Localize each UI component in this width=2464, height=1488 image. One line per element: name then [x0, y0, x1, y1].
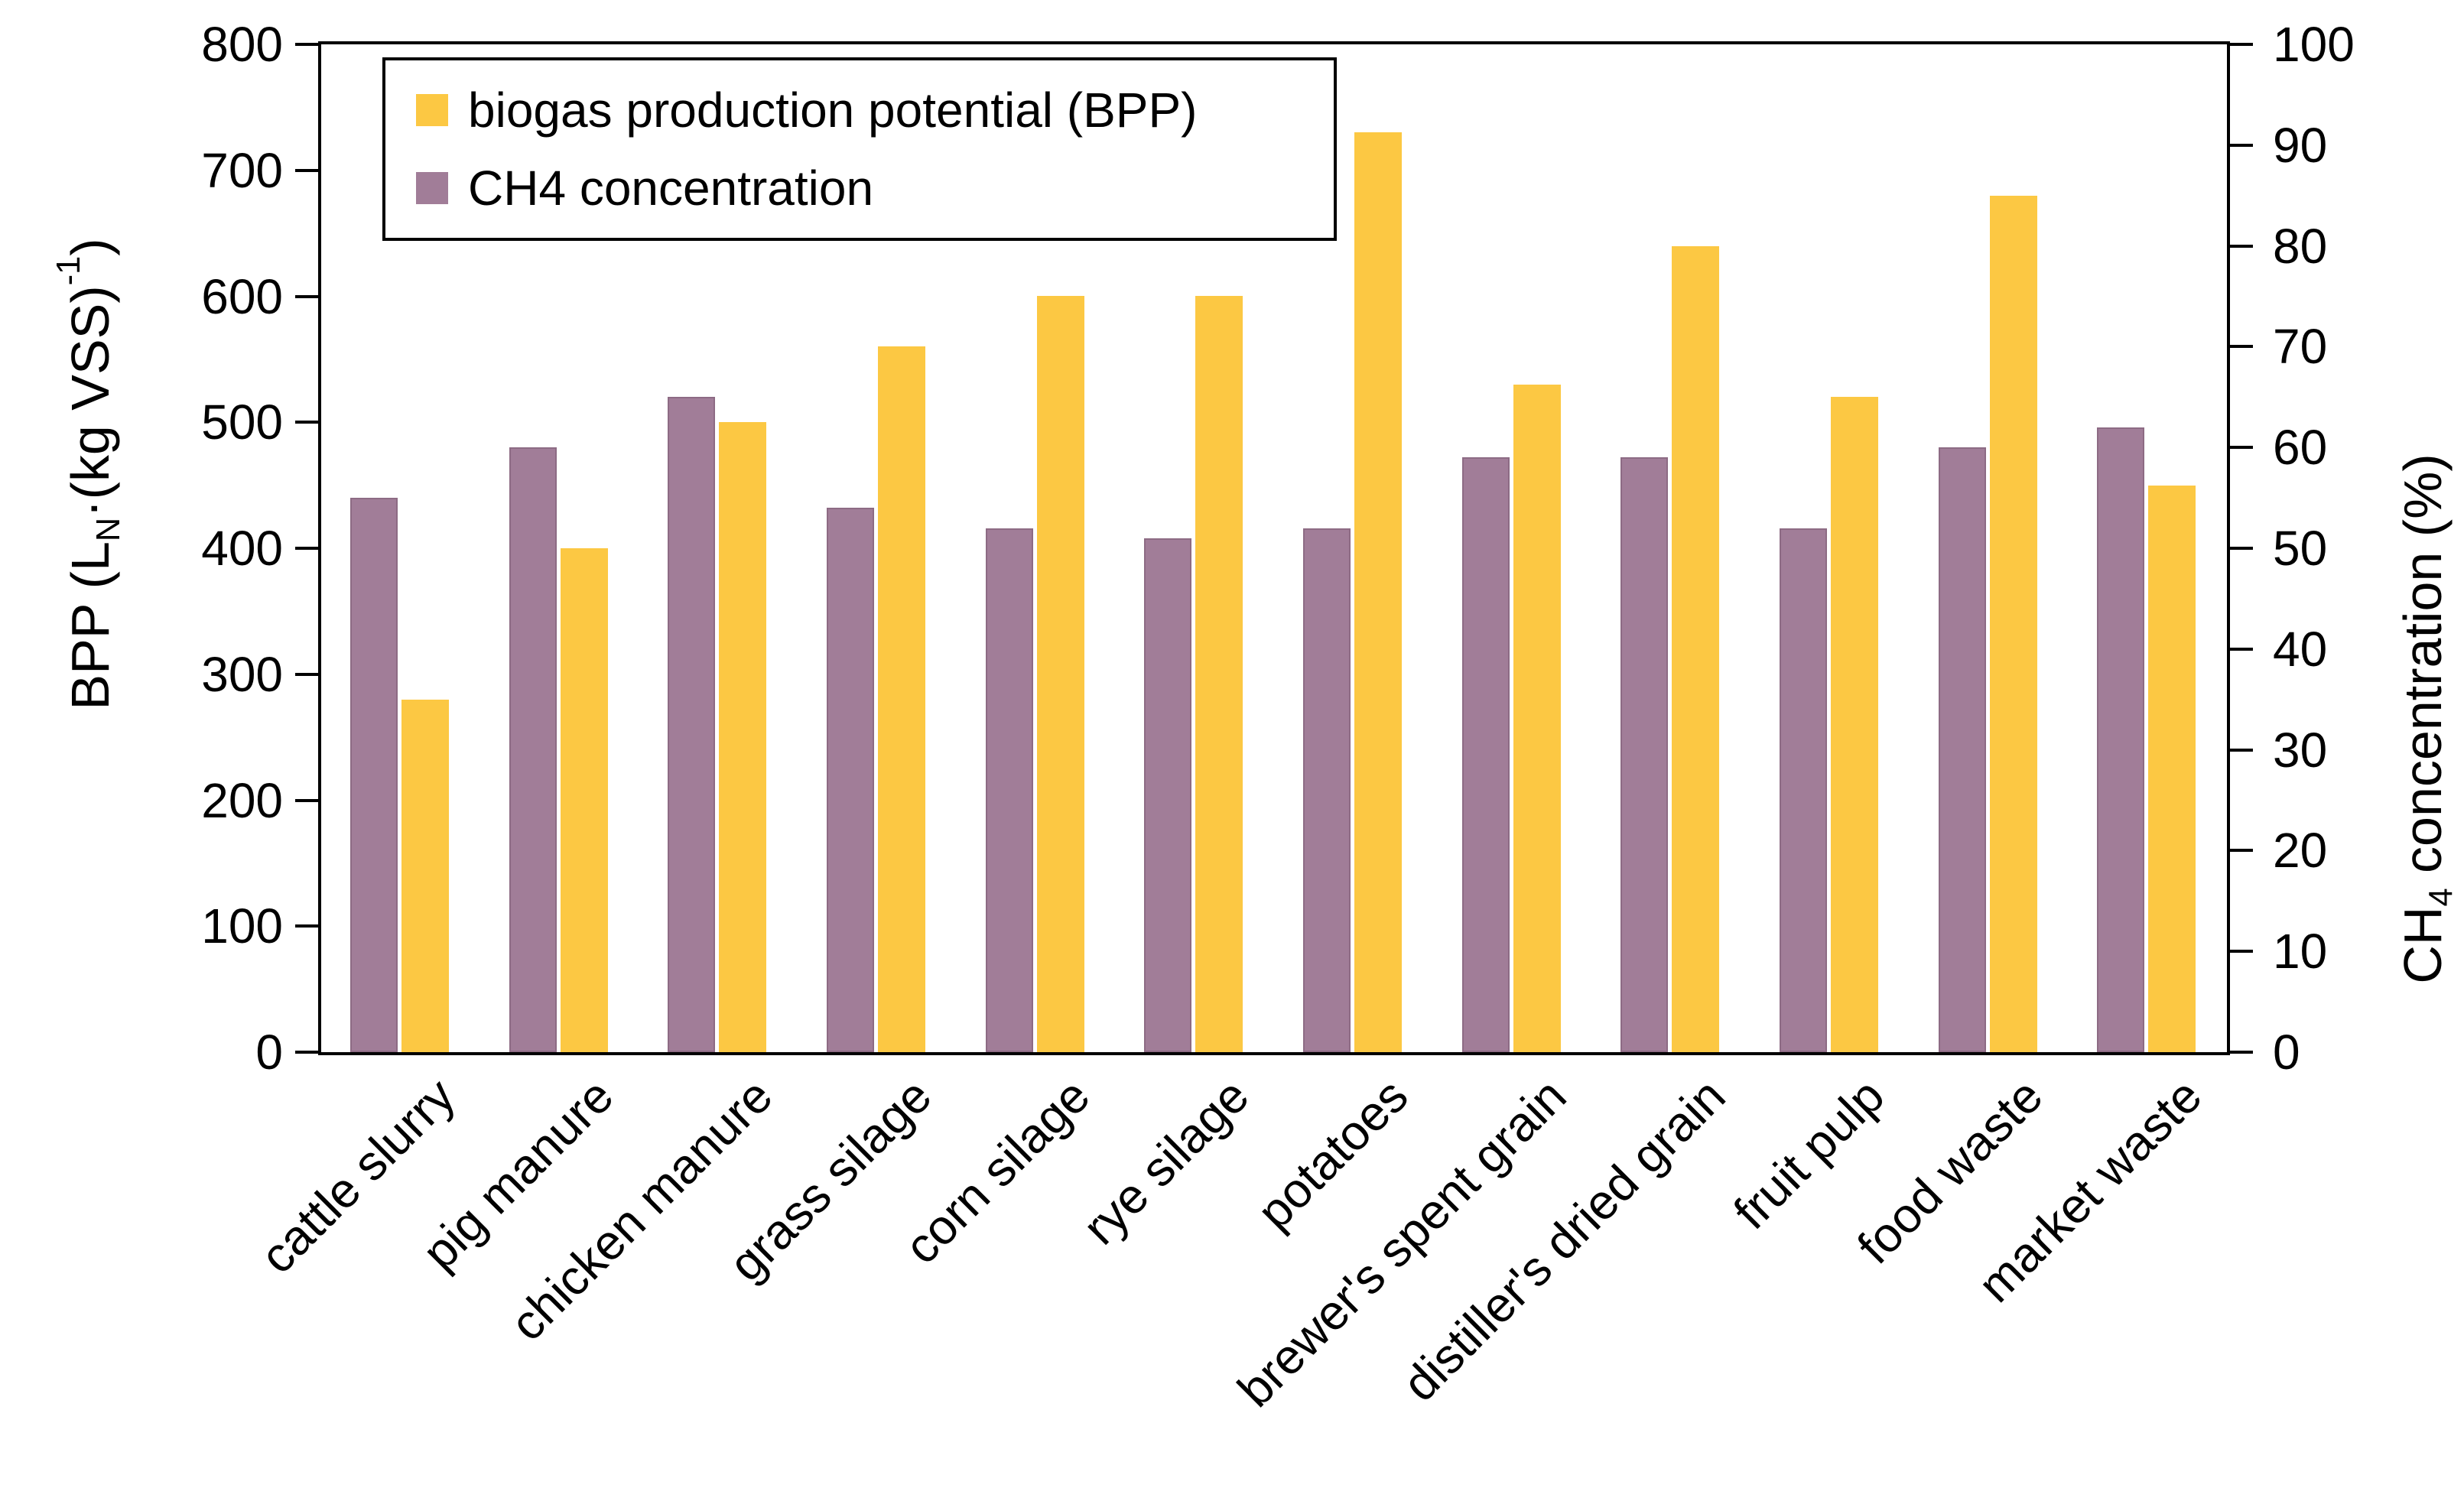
bar-ch4-cattle-slurry — [350, 498, 398, 1052]
bar-bpp-market-waste — [2148, 486, 2196, 1052]
right-axis-tick — [2230, 748, 2253, 752]
left-axis-tick-label: 100 — [201, 898, 283, 954]
bar-ch4-food-waste — [1938, 447, 1986, 1052]
left-axis-tick — [295, 294, 318, 298]
left-axis-tick-label: 800 — [201, 17, 283, 72]
left-axis-tick-label: 0 — [255, 1025, 283, 1080]
right-axis-tick-label: 40 — [2273, 621, 2328, 677]
legend: biogas production potential (BPP) CH4 co… — [382, 57, 1337, 241]
right-axis-tick — [2230, 43, 2253, 46]
bar-bpp-fruit-pulp — [1831, 397, 1878, 1052]
bar-ch4-brewer-s-spent-grain — [1461, 457, 1510, 1052]
left-axis-tick — [295, 421, 318, 424]
bar-bpp-corn-silage — [1036, 296, 1084, 1052]
bar-bpp-brewer-s-spent-grain — [1513, 385, 1561, 1052]
right-axis-tick-label: 10 — [2273, 924, 2328, 980]
legend-item-ch4: CH4 concentration — [416, 160, 1334, 216]
bar-bpp-chicken-manure — [719, 422, 767, 1052]
bar-bpp-food-waste — [1989, 196, 2037, 1052]
bar-bpp-potatoes — [1354, 132, 1402, 1052]
bar-ch4-corn-silage — [985, 528, 1033, 1052]
left-axis-tick-label: 200 — [201, 772, 283, 828]
right-axis-tick-label: 90 — [2273, 117, 2328, 173]
left-axis-tick — [295, 672, 318, 676]
bar-ch4-fruit-pulp — [1780, 528, 1827, 1052]
bar-bpp-distiller-s-dried-grain — [1672, 246, 1720, 1052]
bar-ch4-market-waste — [2097, 427, 2145, 1052]
bar-ch4-rye-silage — [1144, 538, 1192, 1052]
left-axis-tick — [295, 43, 318, 46]
legend-item-bpp: biogas production potential (BPP) — [416, 82, 1334, 138]
left-axis-tick — [295, 798, 318, 802]
bar-ch4-grass-silage — [827, 508, 874, 1052]
right-axis-tick-label: 20 — [2273, 823, 2328, 879]
left-axis-tick-label: 300 — [201, 646, 283, 702]
left-axis-tick-label: 600 — [201, 268, 283, 324]
bar-ch4-pig-manure — [509, 447, 557, 1052]
bar-ch4-chicken-manure — [668, 397, 716, 1052]
left-axis-tick-label: 400 — [201, 521, 283, 576]
bar-ch4-potatoes — [1303, 528, 1351, 1052]
legend-swatch-ch4-icon — [416, 172, 448, 204]
right-axis-tick — [2230, 849, 2253, 853]
left-axis-tick — [295, 1051, 318, 1054]
bar-bpp-rye-silage — [1195, 296, 1243, 1052]
bar-bpp-cattle-slurry — [401, 700, 449, 1052]
left-axis-tick-label: 700 — [201, 142, 283, 198]
right-axis-tick — [2230, 244, 2253, 248]
left-axis-tick-label: 500 — [201, 395, 283, 450]
right-axis-tick-label: 80 — [2273, 218, 2328, 274]
right-axis-tick — [2230, 647, 2253, 651]
right-axis-tick — [2230, 1051, 2253, 1054]
left-axis-tick — [295, 168, 318, 172]
left-axis-tick — [295, 547, 318, 550]
axis-title-segment: -1 — [50, 255, 87, 286]
right-axis-tick — [2230, 547, 2253, 550]
right-axis-tick — [2230, 950, 2253, 954]
legend-label-bpp: biogas production potential (BPP) — [468, 83, 1198, 138]
right-axis-tick-label: 70 — [2273, 319, 2328, 375]
right-axis-tick-label: 50 — [2273, 521, 2328, 576]
right-axis-tick-label: 60 — [2273, 420, 2328, 476]
right-axis-tick-label: 30 — [2273, 722, 2328, 778]
right-axis-tick — [2230, 345, 2253, 349]
right-axis-tick-label: 100 — [2273, 17, 2355, 72]
plot-area — [318, 41, 2230, 1055]
axis-title-segment: ) — [60, 238, 120, 256]
bar-ch4-distiller-s-dried-grain — [1620, 457, 1669, 1052]
left-axis-tick — [295, 924, 318, 928]
right-axis-tick — [2230, 143, 2253, 147]
right-axis-tick — [2230, 446, 2253, 450]
legend-label-ch4: CH4 concentration — [468, 161, 874, 216]
right-axis-tick-label: 0 — [2273, 1025, 2300, 1080]
bar-bpp-pig-manure — [560, 548, 608, 1052]
bar-bpp-grass-silage — [878, 346, 925, 1052]
legend-swatch-bpp-icon — [416, 94, 448, 126]
axis-title-segment: 4 — [2423, 888, 2460, 907]
